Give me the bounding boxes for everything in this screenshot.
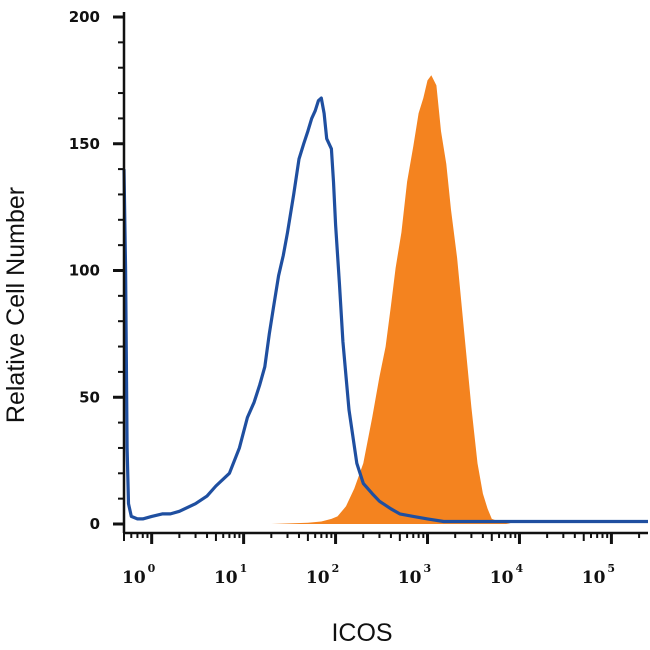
x-axis-label: ICOS (331, 619, 392, 647)
series-filled-histogram (124, 75, 648, 525)
x-tick-label: 10 (398, 568, 422, 588)
x-tick-label: 10 (214, 568, 238, 588)
x-tick-label: 10 (490, 568, 514, 588)
x-tick-exponent: 1 (240, 562, 248, 575)
x-tick-exponent: 2 (332, 562, 340, 575)
y-axis-label: Relative Cell Number (2, 187, 30, 423)
y-tick-label: 50 (79, 388, 100, 406)
x-tick-label: 10 (306, 568, 330, 588)
x-tick-exponent: 0 (148, 562, 156, 575)
x-tick-exponent: 4 (515, 562, 523, 575)
y-tick-label: 200 (69, 8, 100, 26)
x-tick-exponent: 3 (424, 562, 432, 575)
y-tick-label: 0 (90, 515, 100, 533)
axes-layer (122, 12, 648, 535)
x-tick-label: 10 (582, 568, 606, 588)
series-line-histogram (122, 96, 648, 524)
y-tick-label: 150 (69, 135, 100, 153)
x-tick-label: 10 (122, 568, 146, 588)
series-layer (122, 75, 648, 525)
y-tick-label: 100 (69, 262, 100, 280)
x-tick-exponent: 5 (607, 562, 615, 575)
